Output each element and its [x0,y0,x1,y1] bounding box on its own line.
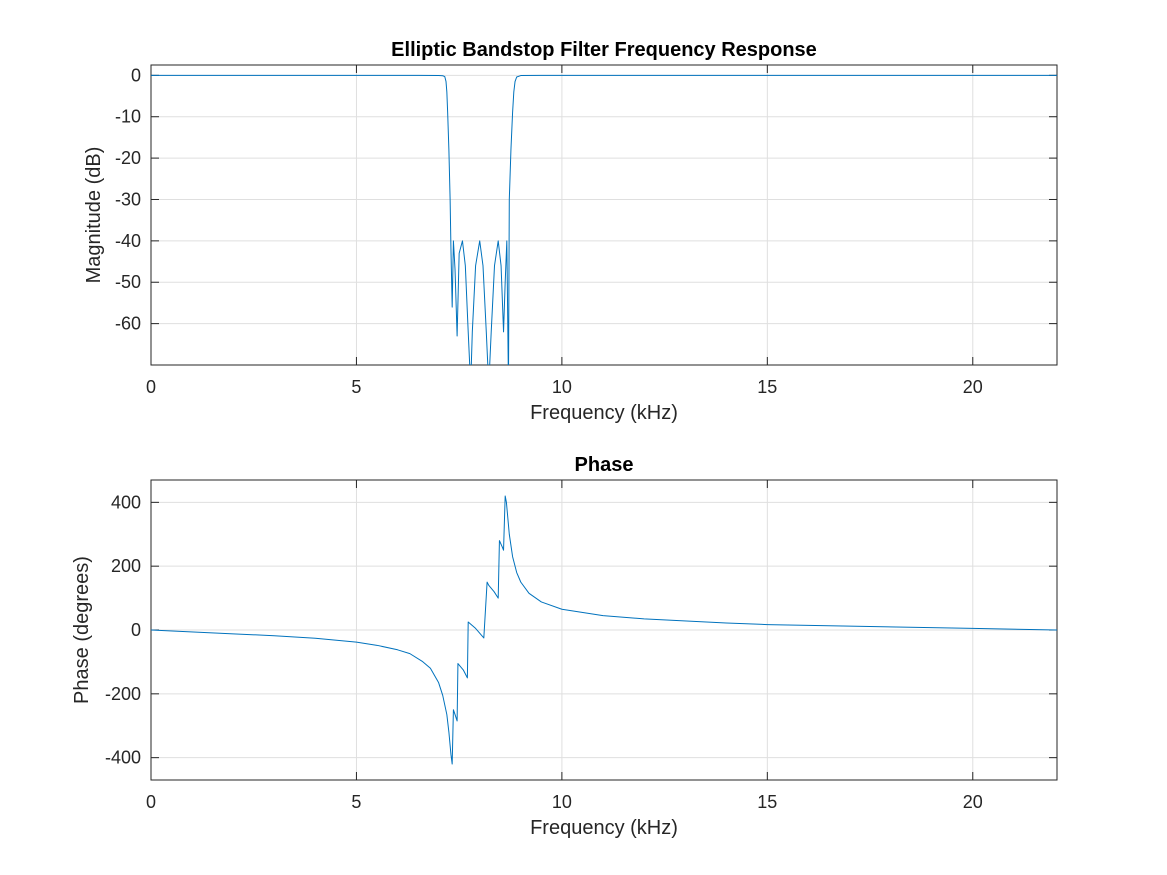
phase-title: Phase [575,454,634,476]
phase-axes: 0 5 10 15 20 400 200 0 -200 -400 Phase Frequency … [71,454,1058,839]
magnitude-ytick-label: -60 [115,314,141,334]
phase-xtick-label: 10 [552,792,572,812]
magnitude-ytick-label: -50 [115,272,141,292]
magnitude-ticks: 0 5 10 15 20 0 -10 -20 -30 -40 -50 -60 [115,65,1057,397]
magnitude-plot-box [150,64,1058,366]
magnitude-grid [150,65,1057,365]
magnitude-xlabel: Frequency (kHz) [530,402,678,424]
magnitude-xtick-label: 10 [552,377,572,397]
phase-series [151,495,1057,765]
phase-xtick-label: 15 [757,792,777,812]
magnitude-ytick-label: -20 [115,148,141,168]
magnitude-series [151,74,1057,365]
magnitude-xtick-label: 5 [351,377,361,397]
phase-xtick-label: 20 [963,792,983,812]
magnitude-ytick-label: -10 [115,107,141,127]
phase-grid [150,480,1057,780]
phase-xlabel: Frequency (kHz) [530,817,678,839]
phase-xtick-label: 5 [351,792,361,812]
phase-ytick-label: -400 [105,748,141,768]
magnitude-ytick-label: 0 [131,65,141,85]
magnitude-xtick-label: 15 [757,377,777,397]
phase-ytick-label: 0 [131,620,141,640]
magnitude-series-line [151,74,1057,365]
magnitude-title: Elliptic Bandstop Filter Frequency Respo… [391,39,817,61]
magnitude-axes: 0 5 10 15 20 0 -10 -20 -30 -40 -50 -60 Elliptic Ban… [83,39,1058,424]
phase-xtick-label: 0 [146,792,156,812]
magnitude-ylabel: Magnitude (dB) [83,147,105,284]
magnitude-ytick-label: -30 [115,189,141,209]
phase-ytick-label: -200 [105,684,141,704]
magnitude-xtick-label: 0 [146,377,156,397]
phase-ytick-label: 200 [111,556,141,576]
phase-ytick-label: 400 [111,492,141,512]
magnitude-ytick-label: -40 [115,231,141,251]
phase-series-line [151,495,1057,765]
phase-ticks: 0 5 10 15 20 400 200 0 -200 -400 [105,480,1057,812]
phase-ylabel: Phase (degrees) [71,556,93,704]
magnitude-xtick-label: 20 [963,377,983,397]
